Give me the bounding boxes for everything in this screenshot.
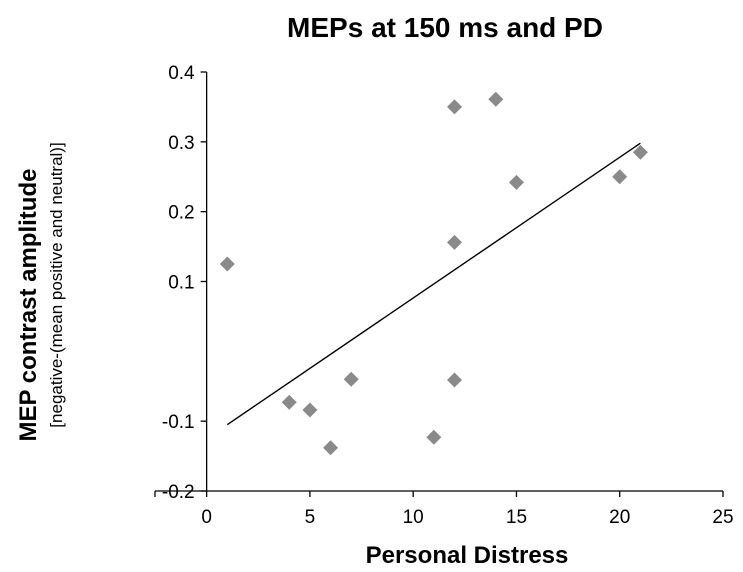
data-point bbox=[219, 256, 235, 272]
x-tick-label: 10 bbox=[403, 507, 424, 528]
data-point bbox=[488, 91, 504, 107]
y-tick-labels: -0.2 -0.1 0.1 0.2 0.3 0.4 bbox=[162, 63, 195, 503]
y-tick-label: -0.2 bbox=[162, 482, 195, 503]
data-point bbox=[302, 402, 318, 418]
x-tick-label: 25 bbox=[712, 507, 733, 528]
chart-title: MEPs at 150 ms and PD bbox=[287, 12, 603, 43]
y-tick-label: 0.2 bbox=[168, 203, 194, 224]
x-tick-label: 20 bbox=[609, 507, 630, 528]
data-point bbox=[343, 371, 359, 387]
x-tick-labels: 0 5 10 15 20 25 bbox=[201, 507, 733, 528]
y-axis-sublabel: [negative-(mean positive and neutral)] bbox=[47, 142, 66, 427]
x-tick-label: 5 bbox=[305, 507, 316, 528]
y-tick-label: 0.4 bbox=[168, 63, 195, 84]
y-axis-label: MEP contrast amplitude bbox=[15, 169, 42, 442]
data-point bbox=[632, 144, 648, 160]
data-point bbox=[323, 440, 339, 456]
data-point bbox=[612, 169, 628, 185]
trendline bbox=[226, 142, 641, 426]
y-axis-title: MEP contrast amplitude [negative-(mean p… bbox=[15, 142, 66, 441]
data-point bbox=[508, 174, 524, 190]
data-point bbox=[446, 372, 462, 388]
x-tick-label: 15 bbox=[506, 507, 527, 528]
trendline-layer bbox=[226, 142, 641, 426]
y-tick-label: 0.1 bbox=[168, 273, 194, 294]
data-points bbox=[219, 91, 648, 456]
y-tick-label: 0.3 bbox=[168, 133, 194, 154]
axes bbox=[154, 71, 724, 497]
data-point bbox=[281, 394, 297, 410]
x-axis-label: Personal Distress bbox=[366, 542, 569, 569]
data-point bbox=[426, 429, 442, 445]
data-point bbox=[446, 234, 462, 250]
x-tick-label: 0 bbox=[201, 507, 212, 528]
y-tick-label: -0.1 bbox=[162, 412, 195, 433]
data-point bbox=[446, 99, 462, 115]
